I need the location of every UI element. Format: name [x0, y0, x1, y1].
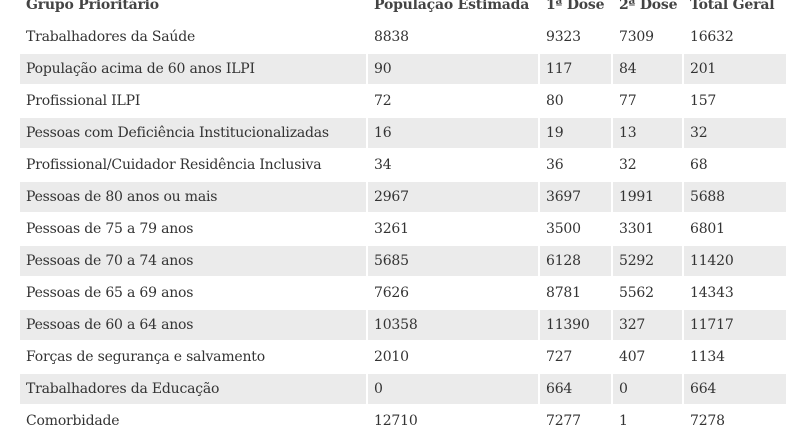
table-row: Comorbidade 12710 7277 1 7278 [20, 406, 786, 436]
cell-grupo: Trabalhadores da Educação [20, 374, 366, 404]
cell-dose2: 77 [613, 86, 682, 116]
cell-populacao: 7626 [368, 278, 538, 308]
table-row: Pessoas de 80 anos ou mais 2967 3697 199… [20, 182, 786, 212]
cell-total: 16632 [684, 22, 786, 52]
cell-grupo: Profissional ILPI [20, 86, 366, 116]
cell-populacao: 72 [368, 86, 538, 116]
cell-grupo: Pessoas de 75 a 79 anos [20, 214, 366, 244]
header-total-geral: Total Geral [684, 0, 786, 20]
table-row: Pessoas de 65 a 69 anos 7626 8781 5562 1… [20, 278, 786, 308]
cell-dose1: 19 [540, 118, 611, 148]
cell-grupo: Pessoas de 70 a 74 anos [20, 246, 366, 276]
cell-total: 1134 [684, 342, 786, 372]
cell-dose2: 5562 [613, 278, 682, 308]
header-populacao-estimada: População Estimada [368, 0, 538, 20]
cell-populacao: 34 [368, 150, 538, 180]
table-header-row: Grupo Prioritário População Estimada 1ª … [20, 0, 786, 20]
cell-dose1: 3500 [540, 214, 611, 244]
cell-dose1: 7277 [540, 406, 611, 436]
cell-total: 32 [684, 118, 786, 148]
cell-total: 201 [684, 54, 786, 84]
cell-populacao: 5685 [368, 246, 538, 276]
cell-populacao: 2967 [368, 182, 538, 212]
cell-dose1: 11390 [540, 310, 611, 340]
cell-populacao: 12710 [368, 406, 538, 436]
table-row: Pessoas com Deficiência Institucionaliza… [20, 118, 786, 148]
cell-grupo: Pessoas com Deficiência Institucionaliza… [20, 118, 366, 148]
vaccination-table-container: Grupo Prioritário População Estimada 1ª … [18, 0, 786, 438]
cell-dose2: 1 [613, 406, 682, 436]
cell-dose2: 0 [613, 374, 682, 404]
cell-populacao: 3261 [368, 214, 538, 244]
header-primeira-dose: 1ª Dose [540, 0, 611, 20]
table-row: Pessoas de 75 a 79 anos 3261 3500 3301 6… [20, 214, 786, 244]
cell-dose2: 32 [613, 150, 682, 180]
cell-total: 7278 [684, 406, 786, 436]
cell-populacao: 8838 [368, 22, 538, 52]
cell-grupo: Profissional/Cuidador Residência Inclusi… [20, 150, 366, 180]
cell-total: 664 [684, 374, 786, 404]
cell-dose2: 84 [613, 54, 682, 84]
cell-grupo: População acima de 60 anos ILPI [20, 54, 366, 84]
cell-total: 11420 [684, 246, 786, 276]
table-row: Profissional ILPI 72 80 77 157 [20, 86, 786, 116]
table-row: Trabalhadores da Educação 0 664 0 664 [20, 374, 786, 404]
cell-dose1: 727 [540, 342, 611, 372]
table-row: Forças de segurança e salvamento 2010 72… [20, 342, 786, 372]
cell-grupo: Forças de segurança e salvamento [20, 342, 366, 372]
cell-total: 5688 [684, 182, 786, 212]
cell-dose2: 1991 [613, 182, 682, 212]
cell-total: 14343 [684, 278, 786, 308]
cell-populacao: 16 [368, 118, 538, 148]
cell-dose1: 6128 [540, 246, 611, 276]
cell-total: 157 [684, 86, 786, 116]
cell-grupo: Comorbidade [20, 406, 366, 436]
table-row: Profissional/Cuidador Residência Inclusi… [20, 150, 786, 180]
cell-dose1: 117 [540, 54, 611, 84]
cell-dose2: 13 [613, 118, 682, 148]
cell-dose1: 9323 [540, 22, 611, 52]
vaccination-table: Grupo Prioritário População Estimada 1ª … [18, 0, 788, 438]
cell-total: 6801 [684, 214, 786, 244]
header-segunda-dose: 2ª Dose [613, 0, 682, 20]
header-grupo-prioritario: Grupo Prioritário [20, 0, 366, 20]
cell-dose1: 80 [540, 86, 611, 116]
cell-populacao: 90 [368, 54, 538, 84]
cell-grupo: Pessoas de 65 a 69 anos [20, 278, 366, 308]
cell-dose1: 3697 [540, 182, 611, 212]
cell-dose1: 8781 [540, 278, 611, 308]
cell-dose1: 664 [540, 374, 611, 404]
cell-dose2: 327 [613, 310, 682, 340]
cell-dose2: 7309 [613, 22, 682, 52]
table-row: Trabalhadores da Saúde 8838 9323 7309 16… [20, 22, 786, 52]
cell-dose2: 3301 [613, 214, 682, 244]
table-row: População acima de 60 anos ILPI 90 117 8… [20, 54, 786, 84]
cell-dose1: 36 [540, 150, 611, 180]
cell-total: 68 [684, 150, 786, 180]
cell-populacao: 0 [368, 374, 538, 404]
cell-total: 11717 [684, 310, 786, 340]
cell-dose2: 407 [613, 342, 682, 372]
table-row: Pessoas de 70 a 74 anos 5685 6128 5292 1… [20, 246, 786, 276]
cell-populacao: 10358 [368, 310, 538, 340]
table-row: Pessoas de 60 a 64 anos 10358 11390 327 … [20, 310, 786, 340]
cell-grupo: Trabalhadores da Saúde [20, 22, 366, 52]
cell-grupo: Pessoas de 80 anos ou mais [20, 182, 366, 212]
cell-populacao: 2010 [368, 342, 538, 372]
cell-dose2: 5292 [613, 246, 682, 276]
cell-grupo: Pessoas de 60 a 64 anos [20, 310, 366, 340]
